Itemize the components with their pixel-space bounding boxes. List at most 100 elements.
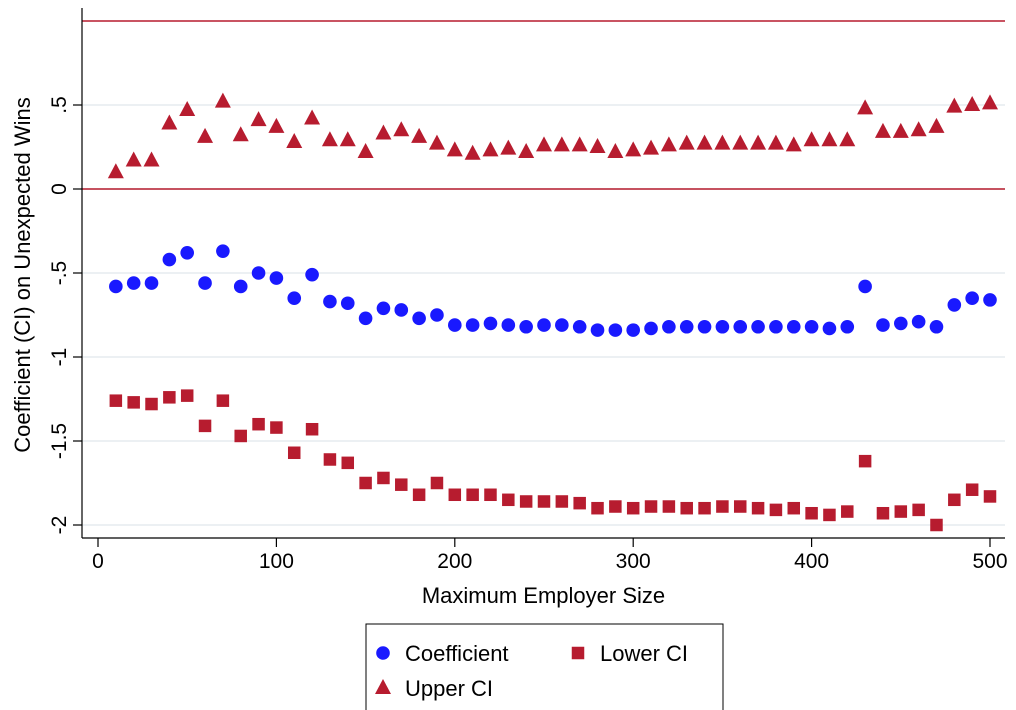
lower-ci-point	[234, 429, 247, 443]
y-tick-label: -1.5	[48, 423, 71, 459]
upper-ci-point	[857, 99, 874, 115]
lower-ci-point	[198, 419, 212, 433]
coefficient-point	[804, 319, 819, 334]
lower-ci-point	[573, 496, 586, 510]
lower-ci-point	[502, 493, 515, 507]
upper-ci-point	[553, 136, 570, 152]
lower-ci-point	[519, 495, 533, 508]
coefficient-point	[323, 294, 337, 309]
upper-ci-point	[268, 117, 285, 133]
upper-ci-point	[446, 141, 463, 157]
coefficient-point	[251, 266, 266, 280]
x-tick-label: 0	[92, 550, 104, 573]
upper-ci-point	[982, 94, 998, 110]
y-axis-ticks: .5 0 -.5 -1 -1.5 -2	[48, 96, 82, 534]
upper-ci-point	[874, 122, 891, 138]
coefficient-point	[519, 319, 533, 334]
upper-ci-point	[571, 136, 588, 152]
lower-ci-point	[359, 476, 372, 490]
x-tick-label: 300	[616, 550, 651, 573]
upper-ci-point	[232, 126, 249, 142]
upper-ci-point	[321, 131, 338, 147]
legend-label: Upper CI	[405, 676, 493, 701]
lower-ci-point	[662, 500, 676, 513]
lower-ci-point	[287, 446, 301, 460]
lower-ci-point	[644, 500, 658, 513]
lower-ci-point	[805, 506, 818, 520]
lower-ci-point	[395, 478, 408, 491]
upper-ci-point	[518, 143, 535, 159]
coefficient-point	[198, 276, 212, 290]
lower-ci-point	[216, 394, 230, 407]
coefficient-point	[465, 318, 480, 332]
lower-ci-point	[841, 505, 854, 518]
coefficient-point	[644, 321, 658, 336]
coefficient-point	[911, 314, 926, 329]
y-tick-label: -2	[48, 516, 71, 535]
lower-ci-point	[733, 500, 747, 513]
lower-ci-point	[109, 394, 123, 407]
legend-marker-triangle	[375, 679, 391, 694]
coefficient-point	[233, 279, 248, 294]
upper-ci-point	[143, 151, 160, 167]
upper-ci-point	[696, 134, 713, 150]
lower-ci-point	[769, 503, 783, 517]
lower-ci-point	[537, 495, 551, 508]
coefficient-point	[430, 308, 444, 322]
lower-ci-point	[912, 503, 925, 517]
upper-ci-point	[946, 97, 963, 113]
upper-ci-point	[767, 134, 784, 150]
lower-ci-point	[484, 488, 497, 502]
legend-marker-square	[571, 646, 585, 660]
lower-ci-point	[127, 396, 140, 409]
upper-ci-point	[161, 114, 178, 130]
lower-ci-point	[430, 476, 444, 490]
upper-ci-point	[375, 124, 392, 140]
legend-item: Coefficient	[376, 641, 509, 666]
coefficient-point	[501, 318, 516, 332]
coefficient-point	[965, 291, 979, 306]
coefficient-point	[269, 271, 284, 285]
coefficient-point	[608, 323, 623, 337]
coefficient-point	[697, 319, 712, 334]
lower-ci-point	[894, 505, 908, 518]
upper-ci-point	[678, 134, 695, 150]
lower-ci-point	[716, 500, 729, 513]
y-tick-label: -1	[48, 348, 71, 367]
legend-item: Upper CI	[375, 676, 493, 701]
lower-ci-point	[305, 422, 319, 436]
y-tick-label: .5	[48, 96, 71, 114]
legend-item: Lower CI	[571, 641, 688, 666]
lower-ci-point	[930, 518, 943, 532]
coefficient-point	[126, 276, 141, 290]
upper-ci-point	[179, 101, 196, 117]
coefficient-point	[448, 318, 462, 332]
lower-ci-point	[698, 501, 711, 515]
coefficient-point	[394, 303, 409, 317]
upper-ci-point	[732, 134, 749, 150]
data-points	[107, 92, 998, 532]
coefficient-point	[572, 319, 587, 334]
upper-ci-point	[536, 136, 552, 152]
lower-ci-point	[555, 495, 569, 508]
coefficient-point	[662, 319, 676, 334]
upper-ci-point	[803, 131, 820, 147]
upper-ci-point	[339, 131, 356, 147]
lower-ci-point	[180, 389, 194, 402]
coefficient-point	[751, 319, 765, 334]
x-tick-label: 100	[259, 550, 294, 573]
lower-ci-point	[751, 501, 765, 515]
upper-ci-point	[964, 96, 981, 111]
upper-ci-point	[928, 117, 945, 133]
lower-ci-point	[270, 421, 283, 434]
upper-ci-point	[643, 139, 660, 155]
series-lower-ci	[109, 389, 997, 532]
coefficient-point	[216, 244, 230, 258]
lower-ci-point	[609, 500, 622, 513]
upper-ci-point	[500, 139, 517, 155]
coefficient-point	[412, 311, 426, 326]
coefficient-point	[305, 267, 319, 282]
coefficient-point	[679, 319, 694, 334]
upper-ci-point	[714, 134, 731, 150]
upper-ci-point	[428, 134, 445, 150]
